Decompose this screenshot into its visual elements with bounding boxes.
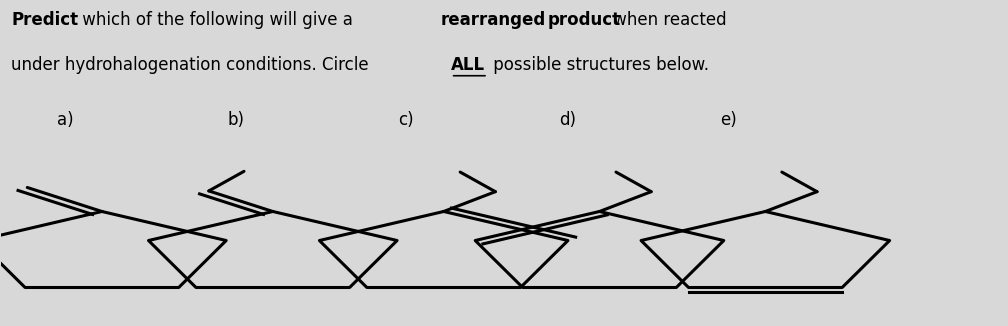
Text: a): a)	[56, 111, 74, 129]
Text: b): b)	[228, 111, 245, 129]
Text: ALL: ALL	[451, 56, 485, 74]
Text: e): e)	[720, 111, 737, 129]
Text: which of the following will give a: which of the following will give a	[77, 11, 358, 29]
Text: product: product	[547, 11, 620, 29]
Text: rearranged: rearranged	[440, 11, 546, 29]
Text: Predict: Predict	[11, 11, 79, 29]
Text: when reacted: when reacted	[608, 11, 726, 29]
Text: d): d)	[559, 111, 577, 129]
Text: possible structures below.: possible structures below.	[488, 56, 709, 74]
Text: c): c)	[398, 111, 414, 129]
Text: under hydrohalogenation conditions. Circle: under hydrohalogenation conditions. Circ…	[11, 56, 374, 74]
